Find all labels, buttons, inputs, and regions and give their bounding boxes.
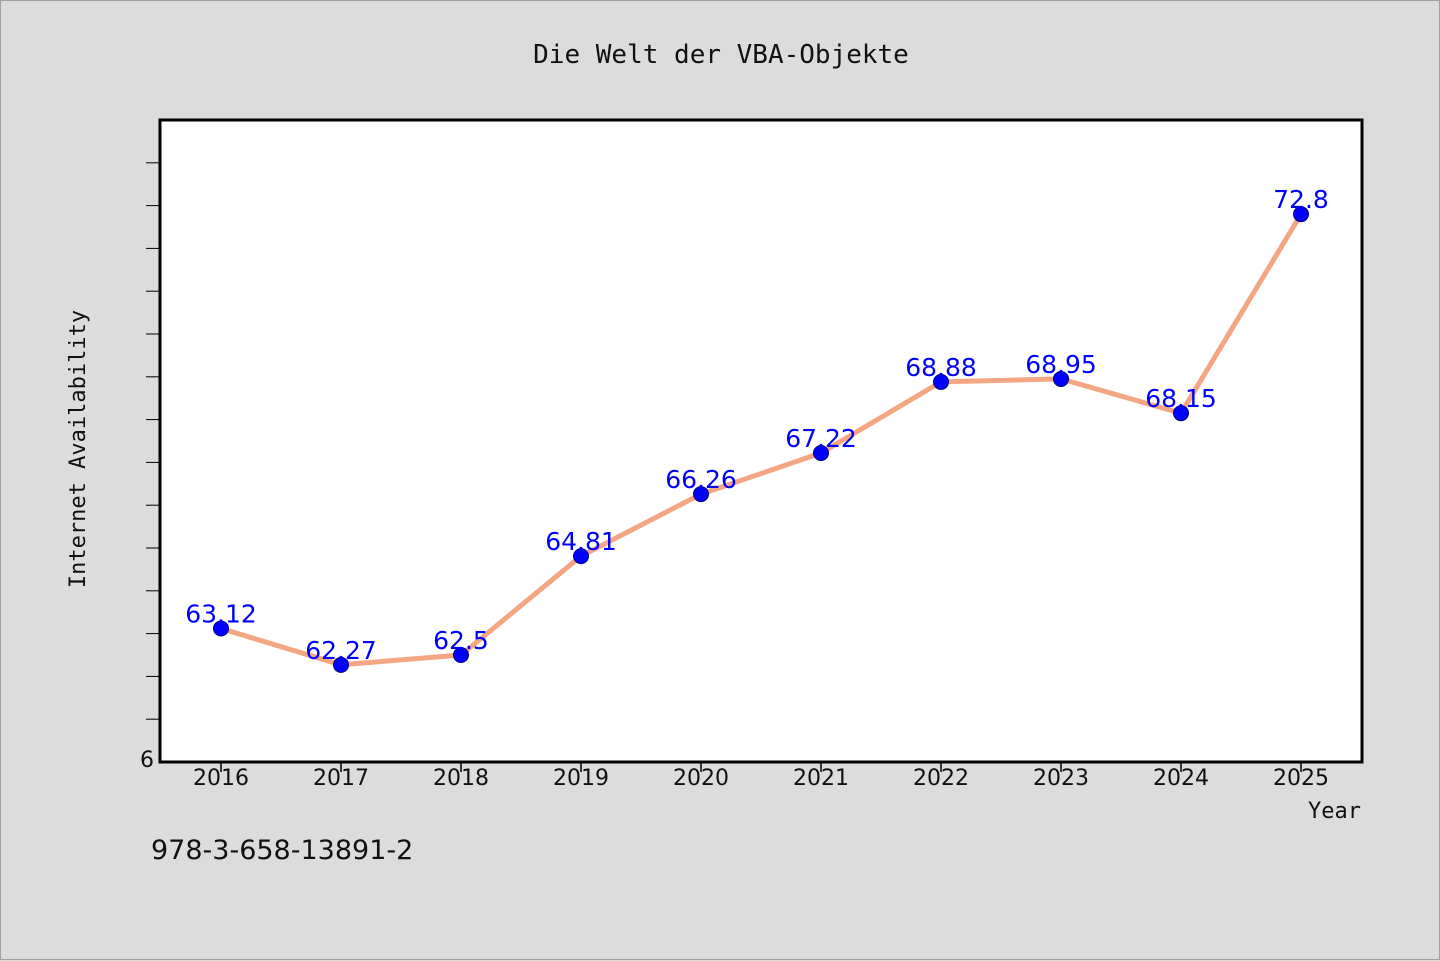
data-point — [1053, 370, 1069, 387]
x-tick-label: 2019 — [553, 766, 609, 791]
x-axis-label: Year — [1308, 799, 1361, 824]
data-label: 72.8 — [1273, 185, 1329, 214]
x-tick-label: 2018 — [433, 766, 489, 791]
data-point — [453, 647, 469, 663]
data-label: 63.12 — [185, 599, 257, 628]
chart-title: Die Welt der VBA-Objekte — [533, 40, 909, 70]
data-point — [693, 486, 709, 503]
data-label: 64.81 — [545, 527, 617, 556]
data-label: 67.22 — [785, 424, 857, 453]
plot-area — [158, 118, 1364, 764]
y-axis-label: Internet Availability — [66, 310, 91, 588]
data-point — [933, 373, 949, 390]
data-label: 66.26 — [665, 465, 737, 494]
series-line-group — [218, 211, 1304, 668]
x-tick-label: 2020 — [673, 766, 729, 791]
series-line — [218, 211, 1304, 668]
x-tick-label: 2017 — [313, 766, 369, 791]
data-point — [213, 620, 229, 637]
x-tick-label: 2023 — [1033, 766, 1089, 791]
data-label: 68.15 — [1145, 384, 1217, 413]
x-tick-label: 2024 — [1153, 766, 1209, 791]
x-tick-label: 2016 — [193, 766, 249, 791]
data-label: 62.27 — [305, 636, 377, 665]
x-axis-ticks: 2016 2017 2018 2019 2020 2021 2022 2023 2024 2025 — [193, 762, 1329, 791]
x-tick-label: 2021 — [793, 766, 849, 791]
data-point — [1293, 206, 1309, 223]
series-markers — [213, 206, 1309, 673]
data-label: 68.88 — [905, 353, 977, 382]
y-tick-label: 6 — [140, 748, 154, 773]
data-point — [573, 548, 589, 565]
x-tick-label: 2025 — [1273, 766, 1329, 791]
isbn-footer: 978-3-658-13891-2 — [151, 835, 414, 866]
data-label: 68.95 — [1025, 350, 1097, 379]
y-axis-ticks — [146, 162, 160, 720]
data-point — [813, 444, 829, 461]
data-point — [1173, 405, 1189, 422]
x-tick-label: 2022 — [913, 766, 969, 791]
data-label: 62.5 — [433, 626, 489, 655]
data-point — [333, 656, 349, 673]
data-labels: 63.12 62.27 62.5 64.81 66.26 67.22 68.88 68.95 6… — [185, 185, 1329, 665]
